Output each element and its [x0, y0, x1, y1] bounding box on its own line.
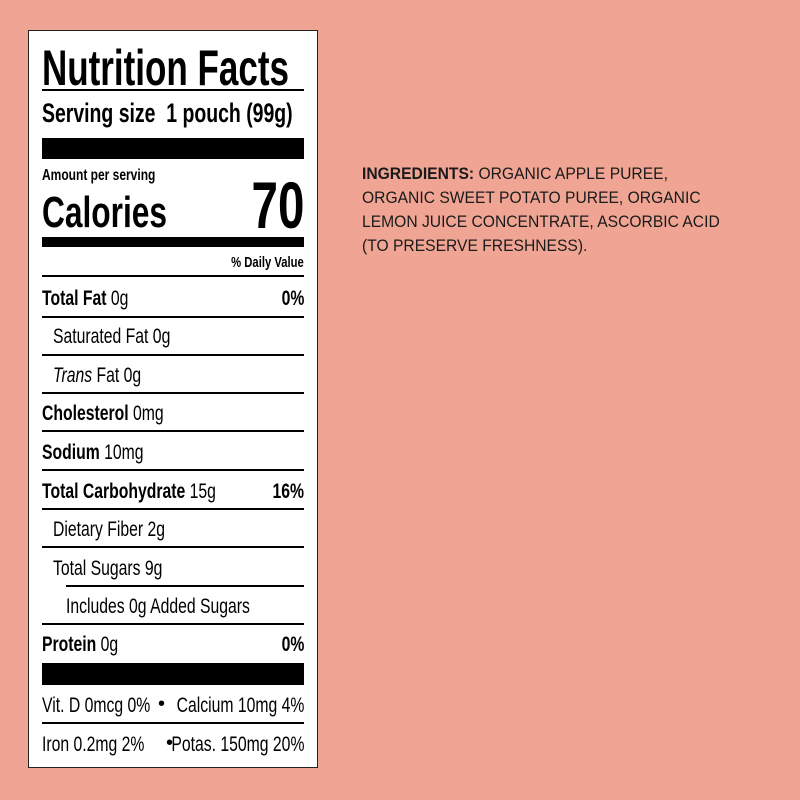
row-added-sugars: Includes 0g Added Sugars — [66, 595, 250, 618]
divider — [42, 469, 304, 471]
ingredients: INGREDIENTS: ORGANIC APPLE PUREE, ORGANI… — [362, 162, 730, 258]
divider — [42, 623, 304, 625]
calories-value: 70 — [251, 168, 304, 242]
ingredients-text: ORGANIC APPLE PUREE, ORGANIC SWEET POTAT… — [362, 164, 720, 255]
row-total-carbohydrate: Total Carbohydrate 15g — [42, 480, 216, 503]
divider — [42, 430, 304, 432]
divider — [42, 316, 304, 318]
medium-divider — [42, 237, 304, 247]
iron: Iron 0.2mg 2% — [42, 733, 145, 756]
divider — [42, 546, 304, 548]
amount-per-serving: Amount per serving — [42, 167, 156, 184]
divider — [42, 508, 304, 510]
calories-label: Calories — [42, 188, 168, 237]
daily-value-header: % Daily Value — [231, 254, 304, 271]
vitamin-d: Vit. D 0mcg 0% — [42, 694, 151, 717]
row-dietary-fiber: Dietary Fiber 2g — [53, 518, 166, 541]
thick-divider — [42, 663, 304, 685]
serving-size: Serving size 1 pouch (99g) — [42, 98, 293, 128]
ingredients-label: INGREDIENTS: — [362, 164, 475, 183]
nutrition-title: Nutrition Facts — [42, 40, 289, 96]
divider — [42, 275, 304, 277]
row-sodium: Sodium 10mg — [42, 441, 144, 464]
row-total-fat: Total Fat 0g — [42, 287, 129, 310]
bullet: • — [166, 732, 174, 754]
divider — [42, 722, 304, 724]
divider — [66, 585, 304, 587]
row-trans-fat: Trans Fat 0g — [53, 364, 142, 387]
row-protein: Protein 0g — [42, 633, 119, 656]
divider — [42, 392, 304, 394]
dv-total-carbohydrate: 16% — [272, 480, 304, 503]
potassium: Potas. 150mg 20% — [170, 733, 304, 756]
calcium: Calcium 10mg 4% — [176, 694, 304, 717]
nutrition-facts-label: Nutrition Facts Serving size 1 pouch (99… — [28, 30, 318, 768]
row-saturated-fat: Saturated Fat 0g — [53, 325, 171, 348]
row-total-sugars: Total Sugars 9g — [53, 557, 163, 580]
row-cholesterol: Cholesterol 0mg — [42, 402, 164, 425]
dv-total-fat: 0% — [281, 287, 304, 310]
divider — [42, 354, 304, 356]
dv-protein: 0% — [281, 633, 304, 656]
bullet: • — [158, 693, 166, 715]
divider — [42, 89, 304, 91]
thick-divider — [42, 138, 304, 159]
